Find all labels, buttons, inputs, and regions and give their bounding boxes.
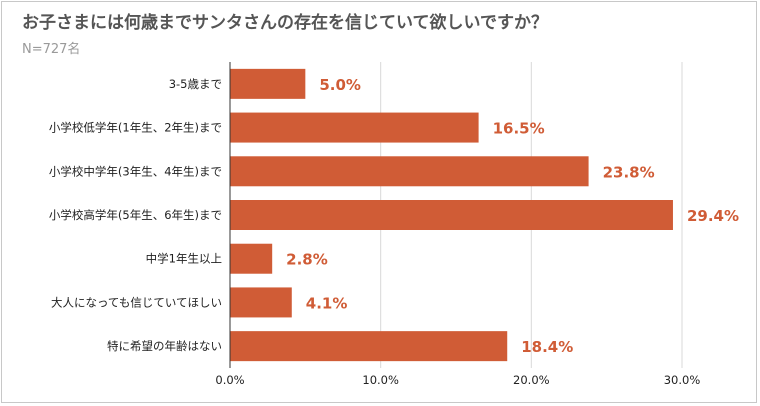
bar	[230, 112, 479, 143]
bar	[230, 200, 673, 230]
value-labels: 5.0% 16.5% 23.8% 29.4% 2.8% 4.1% 18.4%	[286, 76, 739, 356]
x-tick-labels: 0.0% 10.0% 20.0% 30.0%	[215, 373, 700, 387]
category-label: 特に希望の年齢はない	[107, 339, 222, 353]
chart-title: お子さまには何歳までサンタさんの存在を信じていて欲しいですか？	[22, 13, 548, 33]
bar	[230, 243, 273, 274]
bar	[230, 331, 508, 362]
bar	[230, 156, 589, 187]
bars	[230, 68, 673, 362]
category-label: 小学校高学年(5年生、6年生)まで	[49, 208, 222, 222]
value-label: 2.8%	[286, 251, 328, 269]
category-label: 大人になっても信じていてほしい	[51, 295, 222, 309]
value-label: 16.5%	[493, 120, 545, 138]
category-labels: 3-5歳まで小学校低学年(1年生、2年生)まで小学校中学年(3年生、4年生)まで…	[49, 77, 222, 353]
x-tick-label: 0.0%	[215, 373, 244, 387]
x-tick-label: 30.0%	[664, 373, 701, 387]
bar	[230, 287, 292, 318]
value-label: 23.8%	[603, 163, 655, 181]
value-label: 29.4%	[687, 207, 739, 225]
category-label: 小学校中学年(3年生、4年生)まで	[49, 164, 222, 178]
category-label: 小学校低学年(1年生、2年生)まで	[49, 121, 222, 135]
x-tick-label: 10.0%	[362, 373, 399, 387]
value-label: 18.4%	[521, 338, 573, 356]
chart-subtitle: N=727名	[22, 42, 81, 57]
bar	[230, 68, 306, 99]
value-label: 4.1%	[306, 294, 348, 312]
category-label: 中学1年生以上	[146, 252, 222, 266]
category-label: 3-5歳まで	[169, 77, 222, 91]
value-label: 5.0%	[319, 76, 361, 94]
x-tick-label: 20.0%	[513, 373, 550, 387]
